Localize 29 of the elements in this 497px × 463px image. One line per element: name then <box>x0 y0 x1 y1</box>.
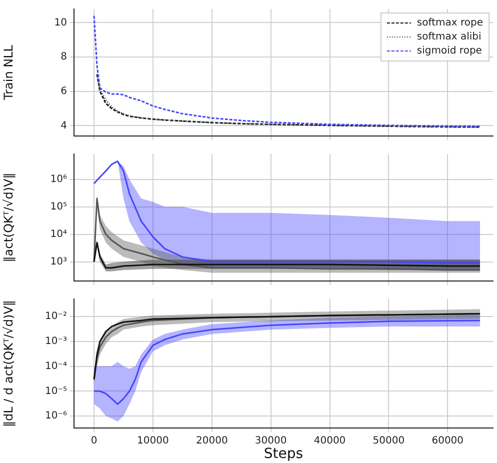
line-series <box>96 73 481 128</box>
y-tick-label: 8 <box>60 52 67 63</box>
y-tick-label: 10⁵ <box>50 201 67 212</box>
legend-label: softmax rope <box>416 18 484 29</box>
y-tick-label: 10⁻⁴ <box>44 360 67 372</box>
x-tick-label: 40000 <box>314 436 346 447</box>
y-tick-label: 10⁻³ <box>44 336 67 348</box>
y-tick-label: 6 <box>60 86 67 97</box>
y-tick-label: 4 <box>60 120 67 132</box>
y-tick-label: 10⁻⁶ <box>44 410 67 422</box>
y-tick-label: 10³ <box>50 256 67 268</box>
y-axis-title: ‖dL / d act(QKᵀ/√d)V‖ <box>1 300 16 427</box>
y-axis-title: Train NLL <box>1 44 16 101</box>
x-tick-label: 60000 <box>432 436 464 447</box>
x-tick-label: 50000 <box>372 436 405 447</box>
y-tick-label: 10⁴ <box>50 228 67 240</box>
x-tick-label: 0 <box>90 436 98 447</box>
legend-label: sigmoid rope <box>416 46 482 57</box>
y-tick-label: 10⁻² <box>44 311 67 322</box>
y-tick-label: 10⁶ <box>50 174 67 185</box>
line-series <box>93 15 481 127</box>
y-axis-title: ‖act(QKᵀ/√d)V‖ <box>1 172 16 262</box>
legend-label: softmax alibi <box>416 32 482 43</box>
x-axis-title: Steps <box>264 446 304 462</box>
x-tick-label: 30000 <box>254 436 287 447</box>
x-tick-label: 20000 <box>196 436 228 447</box>
y-tick-label: 10⁻⁵ <box>44 386 67 397</box>
y-tick-label: 10 <box>54 17 67 28</box>
x-tick-label: 10000 <box>137 436 169 447</box>
